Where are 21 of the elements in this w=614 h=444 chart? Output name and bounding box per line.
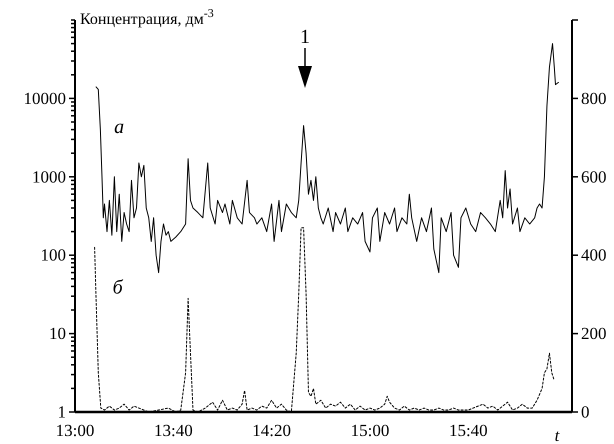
x-tick-label: 14:20 [252,421,291,440]
line-series [96,43,559,274]
annotation: 1 [300,26,310,48]
y-tick-label: 10 [49,324,66,344]
y2-tick-label: 200 [581,324,606,344]
x-tick-label: 15:00 [350,421,390,440]
x-axis-title: t [554,426,561,444]
y-tick-label: 10000 [24,88,66,108]
y-tick-label: 1 [58,402,66,422]
y2-tick-label: 800 [581,88,606,108]
x-tick-label: 13:40 [154,421,193,440]
series-label: а [114,116,124,138]
y2-tick-label: 0 [581,402,590,422]
y2-tick-label: 600 [581,167,606,186]
y-axis-title: Концентрация, дм$^{-3}$ [80,6,214,28]
series-label: б [112,276,124,298]
y2-tick-label: 400 [581,246,606,265]
x-tick-label: 15:40 [448,421,488,440]
y-tick-label: 1000 [32,167,66,186]
y-tick-label: 100 [40,246,66,265]
x-tick-label: 13:00 [56,421,94,440]
